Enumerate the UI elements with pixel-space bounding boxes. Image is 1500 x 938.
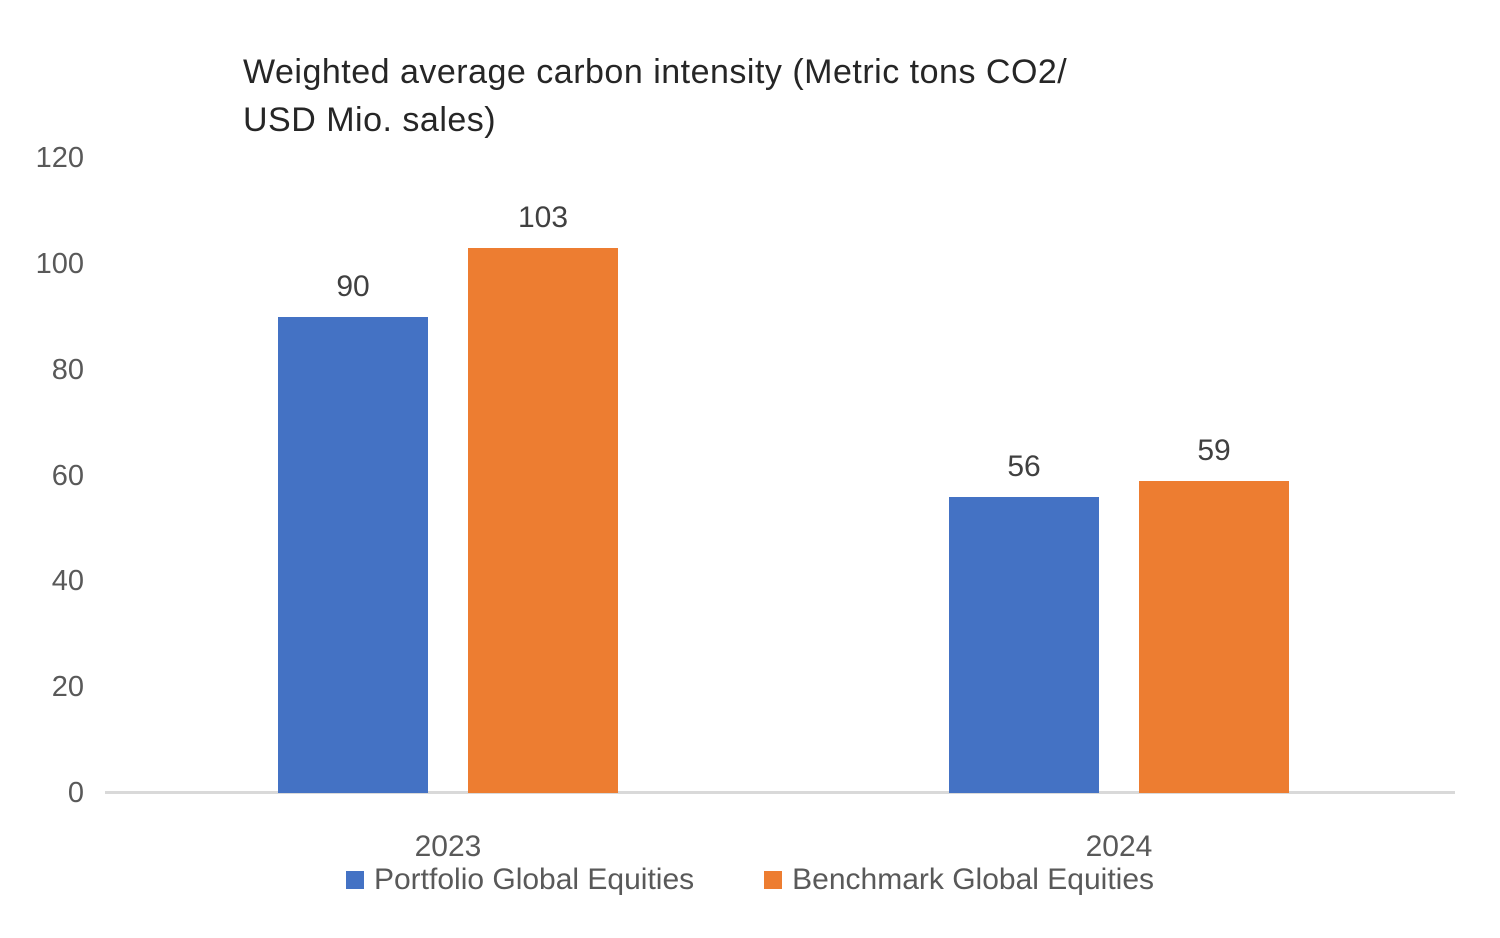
bar-value-label: 103 <box>517 200 569 234</box>
bar-portfolio-2023 <box>278 316 428 793</box>
y-axis-tick-label: 80 <box>51 353 84 386</box>
legend: Portfolio Global Equities Benchmark Globa… <box>0 862 1500 898</box>
bar-value-label: 59 <box>1197 433 1231 467</box>
chart-title-line-1: Weighted average carbon intensity (Metri… <box>243 53 1068 91</box>
y-axis-tick-label: 40 <box>51 565 84 598</box>
category-label-2024: 2024 <box>1085 830 1153 863</box>
category-label-2023: 2023 <box>414 830 482 863</box>
legend-color-swatch <box>764 871 783 889</box>
bar-value-label: 56 <box>1007 449 1041 483</box>
y-axis-tick-label: 100 <box>35 247 84 280</box>
y-axis-tick-label: 60 <box>51 459 84 492</box>
legend-item: Benchmark Global Equities <box>764 862 1154 898</box>
bar-portfolio-2024 <box>949 496 1099 793</box>
bar-benchmark-2023 <box>468 247 618 793</box>
y-axis-tick-label: 20 <box>51 671 84 704</box>
chart-title-line-2: USD Mio. sales) <box>243 101 497 139</box>
x-axis-line <box>105 791 1455 794</box>
chart-title: Weighted average carbon intensity (Metri… <box>243 48 1067 144</box>
legend-label: Benchmark Global Equities <box>792 863 1155 896</box>
bar-benchmark-2024 <box>1139 480 1289 793</box>
legend-color-swatch <box>345 871 364 889</box>
bar-value-label: 90 <box>336 269 370 303</box>
y-axis-tick-label: 120 <box>35 142 84 174</box>
y-axis-tick-label: 0 <box>67 777 84 809</box>
legend-item: Portfolio Global Equities <box>345 862 695 898</box>
legend-label: Portfolio Global Equities <box>373 863 695 896</box>
